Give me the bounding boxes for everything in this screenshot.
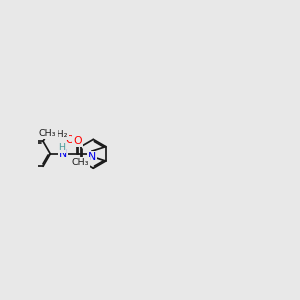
Text: CH₃: CH₃ [40, 129, 58, 138]
Text: CH₃: CH₃ [72, 158, 89, 167]
Text: N: N [88, 152, 96, 162]
Text: CH₂: CH₂ [51, 130, 68, 139]
Text: O: O [73, 136, 82, 146]
Text: O: O [65, 135, 74, 145]
Text: N: N [58, 149, 67, 159]
Text: H: H [58, 143, 66, 152]
Text: CH₃: CH₃ [39, 129, 56, 138]
